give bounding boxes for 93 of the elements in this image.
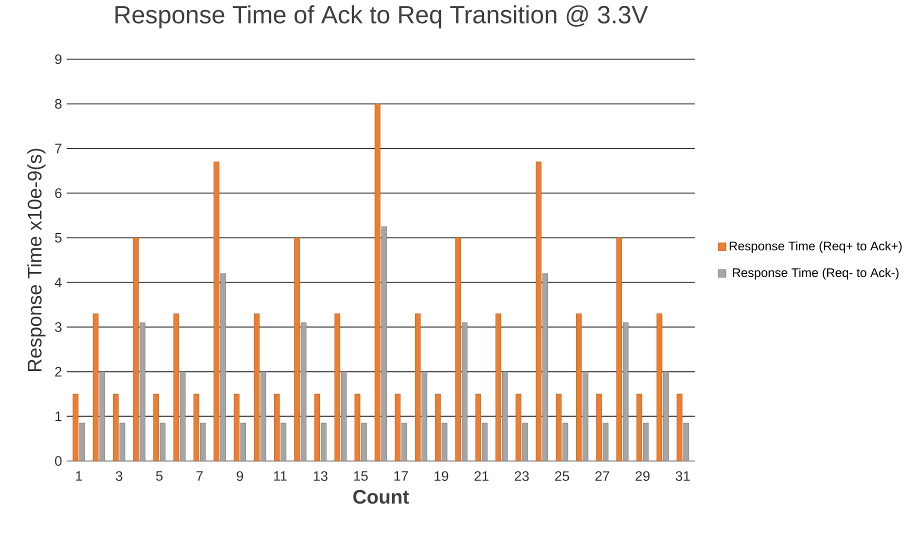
y-tick-label: 2 <box>55 366 62 377</box>
y-tick-label: 9 <box>55 54 62 64</box>
x-tick-label: 11 <box>274 471 287 481</box>
bar <box>562 422 568 462</box>
x-tick-label: 5 <box>156 471 163 481</box>
bar <box>643 422 649 462</box>
bar <box>462 322 468 462</box>
bar <box>294 238 300 462</box>
bar <box>240 422 246 462</box>
bar <box>173 314 180 462</box>
bar <box>220 273 226 462</box>
x-tick-label: 31 <box>676 471 690 481</box>
bar <box>542 273 548 462</box>
bar <box>415 314 421 462</box>
bar <box>656 314 662 462</box>
bar <box>361 422 367 462</box>
y-axis-title: Response Time x10e-9(s) <box>27 148 46 372</box>
y-tick-label: 8 <box>55 99 62 109</box>
bar <box>616 238 622 462</box>
bar <box>482 422 488 462</box>
bar <box>394 394 401 462</box>
bar <box>133 238 139 462</box>
chart-title: Response Time of Ack to Req Transition @ 3.3V <box>115 5 648 28</box>
bar <box>374 104 380 462</box>
x-tick-label: 3 <box>116 471 122 481</box>
bar <box>602 422 608 462</box>
bar <box>92 314 99 462</box>
bar <box>401 422 408 462</box>
bar <box>200 422 206 462</box>
bar <box>214 162 220 462</box>
bar <box>422 372 428 462</box>
bar <box>522 422 528 462</box>
x-tick-label: 15 <box>354 471 368 481</box>
bar <box>260 372 266 462</box>
bar <box>274 394 280 462</box>
y-tick-label: 6 <box>55 188 62 198</box>
bar <box>341 372 347 462</box>
y-tick-label: 1 <box>56 412 62 422</box>
bar <box>556 394 562 462</box>
bar <box>435 394 441 462</box>
bar <box>280 422 286 462</box>
bar <box>153 394 159 462</box>
bar <box>536 162 542 462</box>
x-tick-label: 1 <box>76 471 82 481</box>
bar <box>254 314 260 462</box>
bar <box>354 394 360 462</box>
legend-label: Response Time (Req+ to Ack+) <box>730 241 902 253</box>
x-tick-label: 23 <box>514 471 529 481</box>
y-tick-label: 4 <box>54 278 62 288</box>
bar <box>334 314 340 462</box>
x-tick-label: 27 <box>595 471 610 481</box>
x-tick-label: 21 <box>474 471 488 481</box>
y-tick-label: 7 <box>55 144 62 154</box>
bar <box>475 394 482 462</box>
bar <box>381 226 387 462</box>
bar <box>683 422 689 462</box>
bar <box>676 394 682 462</box>
x-tick-label: 25 <box>555 471 570 481</box>
y-tick-label: 0 <box>55 456 62 466</box>
bar <box>502 372 508 462</box>
bar <box>113 394 119 462</box>
bar <box>160 422 166 462</box>
bar <box>596 394 602 462</box>
bar <box>180 372 186 462</box>
bar <box>636 394 642 462</box>
bar <box>496 314 502 462</box>
bar <box>79 422 85 462</box>
bar <box>622 322 629 462</box>
x-tick-label: 29 <box>636 471 650 481</box>
bar <box>140 322 146 462</box>
bar <box>516 394 522 462</box>
x-tick-label: 7 <box>196 471 203 481</box>
bar <box>663 372 669 462</box>
x-tick-label: 9 <box>236 471 244 481</box>
bar <box>442 422 448 462</box>
bar <box>455 238 461 462</box>
x-axis-title: Count <box>353 490 409 504</box>
y-tick-label: 5 <box>55 233 62 243</box>
bar <box>72 394 78 462</box>
bar <box>300 322 306 462</box>
bar <box>120 422 126 462</box>
bar <box>314 394 320 462</box>
y-tick-label: 3 <box>54 322 62 332</box>
bar <box>582 372 588 462</box>
bar <box>194 394 200 462</box>
bar <box>234 394 240 462</box>
x-tick-label: 17 <box>394 471 408 481</box>
bar <box>320 422 327 462</box>
bar <box>576 314 582 462</box>
bar <box>99 372 106 462</box>
x-tick-label: 13 <box>314 471 328 481</box>
legend-label: Response Time (Req- to Ack-) <box>732 268 899 280</box>
x-tick-label: 19 <box>434 471 448 481</box>
